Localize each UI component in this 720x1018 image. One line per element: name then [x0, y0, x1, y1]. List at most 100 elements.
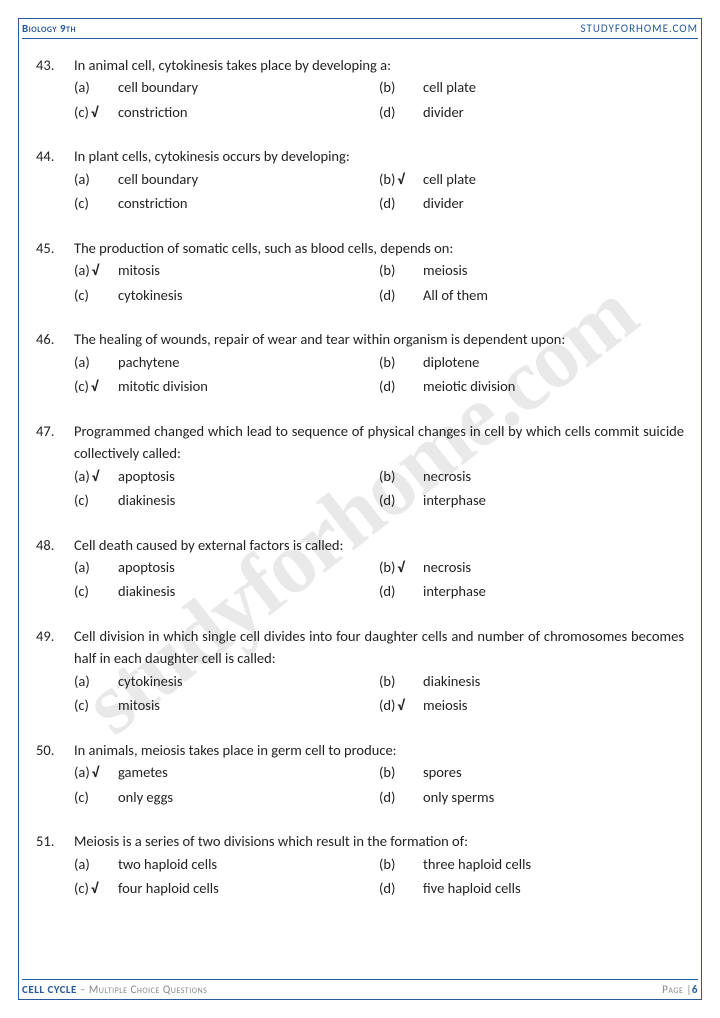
options-grid: (a)√apoptosis(b)necrosis(c)diakinesis(d)…: [74, 465, 684, 512]
question-row: 51.Meiosis is a series of two divisions …: [36, 830, 684, 852]
option: (a)pachytene: [74, 351, 379, 373]
option: (d)only sperms: [379, 786, 684, 808]
option-letter: (b): [379, 670, 395, 692]
footer-page-label: Page |: [662, 983, 692, 996]
option-text: meiotic division: [423, 375, 684, 397]
option-letter: (d): [379, 284, 395, 306]
option: (b)√ necrosis: [379, 556, 684, 578]
question-number: 46.: [36, 328, 74, 350]
option-text: interphase: [423, 580, 684, 602]
option-text: cytokinesis: [118, 284, 379, 306]
option-text: mitosis: [118, 694, 379, 716]
option-label: (a): [74, 853, 118, 875]
options-grid: (a)cell boundary(b)√cell plate(c)constri…: [74, 168, 684, 215]
option-letter: (d): [379, 580, 395, 602]
option-label: (c): [74, 284, 118, 306]
question: 44.In plant cells, cytokinesis occurs by…: [36, 145, 684, 214]
footer-page: Page |6: [662, 983, 698, 996]
option-text: necrosis: [423, 465, 684, 487]
checkmark-icon: √: [397, 556, 404, 578]
question-number: 47.: [36, 420, 74, 465]
option-label: (d): [379, 580, 423, 602]
option-text: cell boundary: [118, 168, 379, 190]
page-footer: CELL CYCLE – Multiple Choice Questions P…: [22, 983, 698, 996]
option: (c) mitosis: [74, 694, 379, 716]
option-letter: (c): [74, 375, 89, 397]
option-label: (b): [379, 76, 423, 98]
option-text: two haploid cells: [118, 853, 379, 875]
checkmark-icon: √: [92, 761, 99, 783]
options-grid: (a)√gametes(b)spores(c)only eggs(d)only …: [74, 761, 684, 808]
option-label: (a)√: [74, 259, 118, 281]
option: (a)√apoptosis: [74, 465, 379, 487]
option-letter: (a): [74, 556, 90, 578]
option-text: four haploid cells: [118, 877, 379, 899]
option-label: (c)√: [74, 101, 118, 123]
option-label: (c)√: [74, 375, 118, 397]
option-letter: (a): [74, 853, 90, 875]
option-letter: (a): [74, 465, 90, 487]
option-letter: (b): [379, 853, 395, 875]
option: (d) interphase: [379, 580, 684, 602]
question-text: Programmed changed which lead to sequenc…: [74, 420, 684, 465]
option-letter: (b): [379, 761, 395, 783]
option-letter: (c): [74, 877, 89, 899]
option-label: (d): [379, 375, 423, 397]
question-number: 44.: [36, 145, 74, 167]
option-text: diakinesis: [118, 580, 379, 602]
option-text: constriction: [118, 192, 379, 214]
option-text: diakinesis: [118, 489, 379, 511]
option: (c)constriction: [74, 192, 379, 214]
option-text: mitosis: [118, 259, 379, 281]
option-text: diakinesis: [423, 670, 684, 692]
checkmark-icon: √: [91, 877, 98, 899]
option-text: apoptosis: [118, 556, 379, 578]
option-letter: (c): [74, 694, 89, 716]
option-text: divider: [423, 101, 684, 123]
option-text: meiosis: [423, 694, 684, 716]
option: (b)spores: [379, 761, 684, 783]
question: 50.In animals, meiosis takes place in ge…: [36, 739, 684, 808]
checkmark-icon: √: [397, 168, 404, 190]
questions-container: 43.In animal cell, cytokinesis takes pla…: [36, 54, 684, 922]
option: (d)√meiosis: [379, 694, 684, 716]
option-letter: (d): [379, 786, 395, 808]
option-label: (c): [74, 694, 118, 716]
question-number: 48.: [36, 534, 74, 556]
option: (c)diakinesis: [74, 489, 379, 511]
footer-subtitle: – Multiple Choice Questions: [77, 983, 207, 996]
option: (a)√gametes: [74, 761, 379, 783]
question-row: 46.The healing of wounds, repair of wear…: [36, 328, 684, 350]
question-row: 44.In plant cells, cytokinesis occurs by…: [36, 145, 684, 167]
options-grid: (a)cytokinesis(b)diakinesis(c)mitosis(d)…: [74, 670, 684, 717]
option-letter: (c): [74, 786, 89, 808]
option-text: three haploid cells: [423, 853, 684, 875]
option-text: meiosis: [423, 259, 684, 281]
option-text: cell boundary: [118, 76, 379, 98]
option-letter: (d): [379, 101, 395, 123]
option-label: (b): [379, 670, 423, 692]
page-header: Biology 9th STUDYFORHOME.COM: [22, 22, 698, 35]
option-text: cell plate: [423, 168, 684, 190]
option-letter: (b): [379, 556, 395, 578]
footer-rule: [22, 979, 698, 980]
checkmark-icon: √: [91, 101, 98, 123]
option: (c)√constriction: [74, 101, 379, 123]
option-label: (d): [379, 192, 423, 214]
question-row: 49.Cell division in which single cell di…: [36, 625, 684, 670]
option-label: (a): [74, 168, 118, 190]
option: (d)five haploid cells: [379, 877, 684, 899]
option-label: (a): [74, 556, 118, 578]
option-label: (d): [379, 489, 423, 511]
option-text: cell plate: [423, 76, 684, 98]
option: (d)meiotic division: [379, 375, 684, 397]
footer-left: CELL CYCLE – Multiple Choice Questions: [22, 983, 207, 996]
options-grid: (a)√mitosis(b)meiosis(c)cytokinesis(d)Al…: [74, 259, 684, 306]
footer-topic: CELL CYCLE: [22, 983, 77, 996]
question: 46.The healing of wounds, repair of wear…: [36, 328, 684, 397]
option-text: necrosis: [423, 556, 684, 578]
question: 43.In animal cell, cytokinesis takes pla…: [36, 54, 684, 123]
question-number: 49.: [36, 625, 74, 670]
question-text: In animal cell, cytokinesis takes place …: [74, 54, 684, 76]
option-text: apoptosis: [118, 465, 379, 487]
